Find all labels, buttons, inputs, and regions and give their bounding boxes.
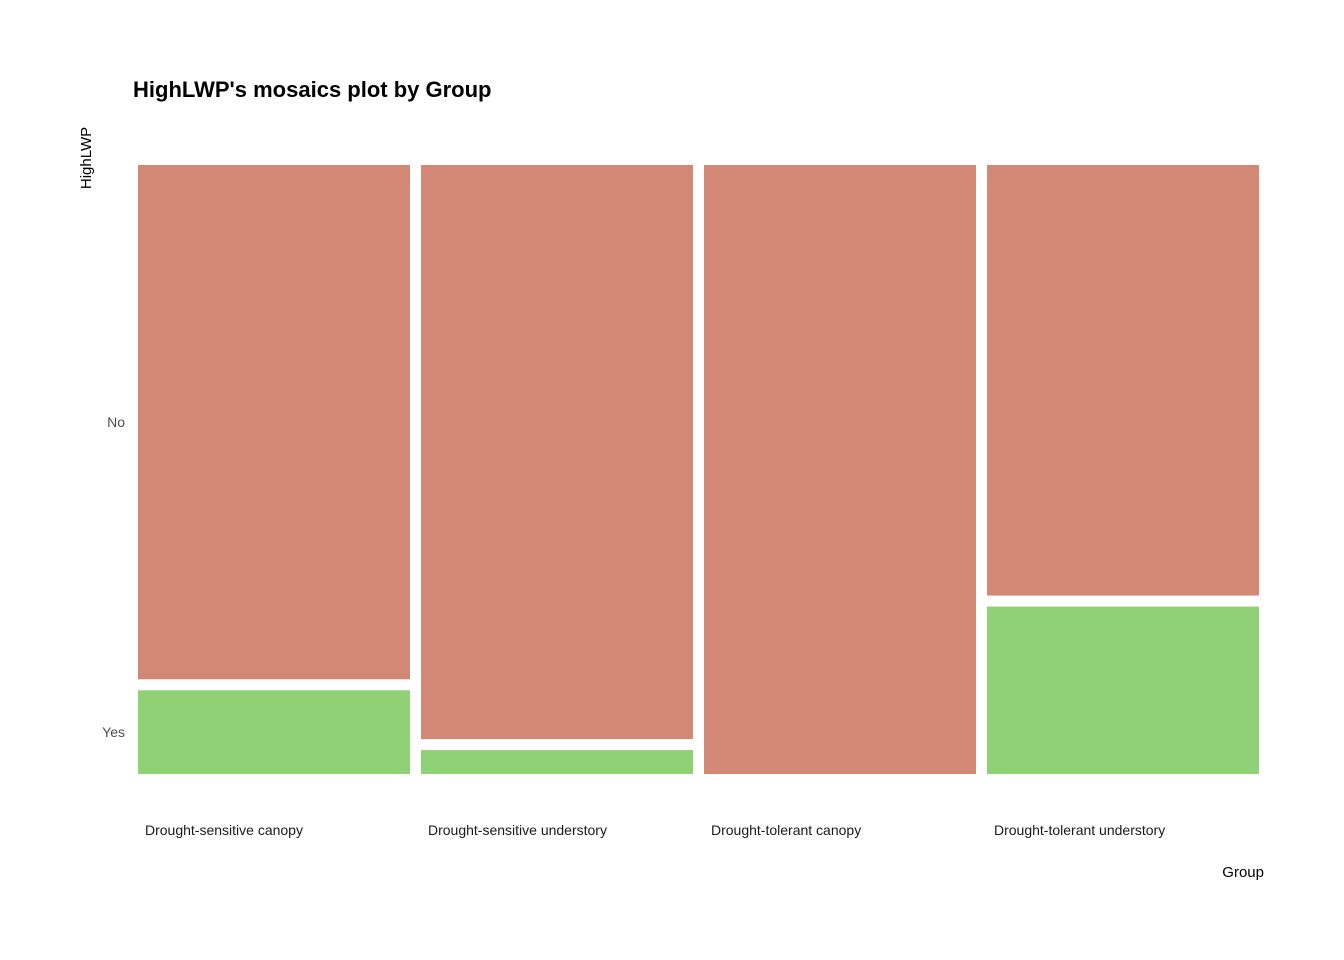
y-tick-label-no: No [107,414,125,430]
y-tick-label-yes: Yes [102,724,125,740]
tile-yes-drought-sensitive-understory [421,750,693,774]
x-tick-label-drought-sensitive-understory: Drought-sensitive understory [428,822,607,838]
mosaic-tiles [138,165,1259,774]
tile-no-drought-tolerant-understory [987,165,1259,596]
tile-yes-drought-sensitive-canopy [138,690,410,774]
x-tick-label-drought-tolerant-canopy: Drought-tolerant canopy [711,822,861,838]
y-tick-labels: No Yes [102,414,125,740]
x-tick-labels: Drought-sensitive canopy Drought-sensitiv… [145,822,1165,838]
y-axis-title: HighLWP [78,127,95,189]
tile-yes-drought-tolerant-understory [987,606,1259,774]
tile-no-drought-sensitive-canopy [138,165,410,680]
tile-no-drought-tolerant-canopy [704,165,976,774]
x-tick-label-drought-sensitive-canopy: Drought-sensitive canopy [145,822,303,838]
tile-no-drought-sensitive-understory [421,165,693,740]
chart-title: HighLWP's mosaics plot by Group [133,77,492,102]
x-tick-label-drought-tolerant-understory: Drought-tolerant understory [994,822,1165,838]
x-axis-title: Group [1222,864,1264,881]
